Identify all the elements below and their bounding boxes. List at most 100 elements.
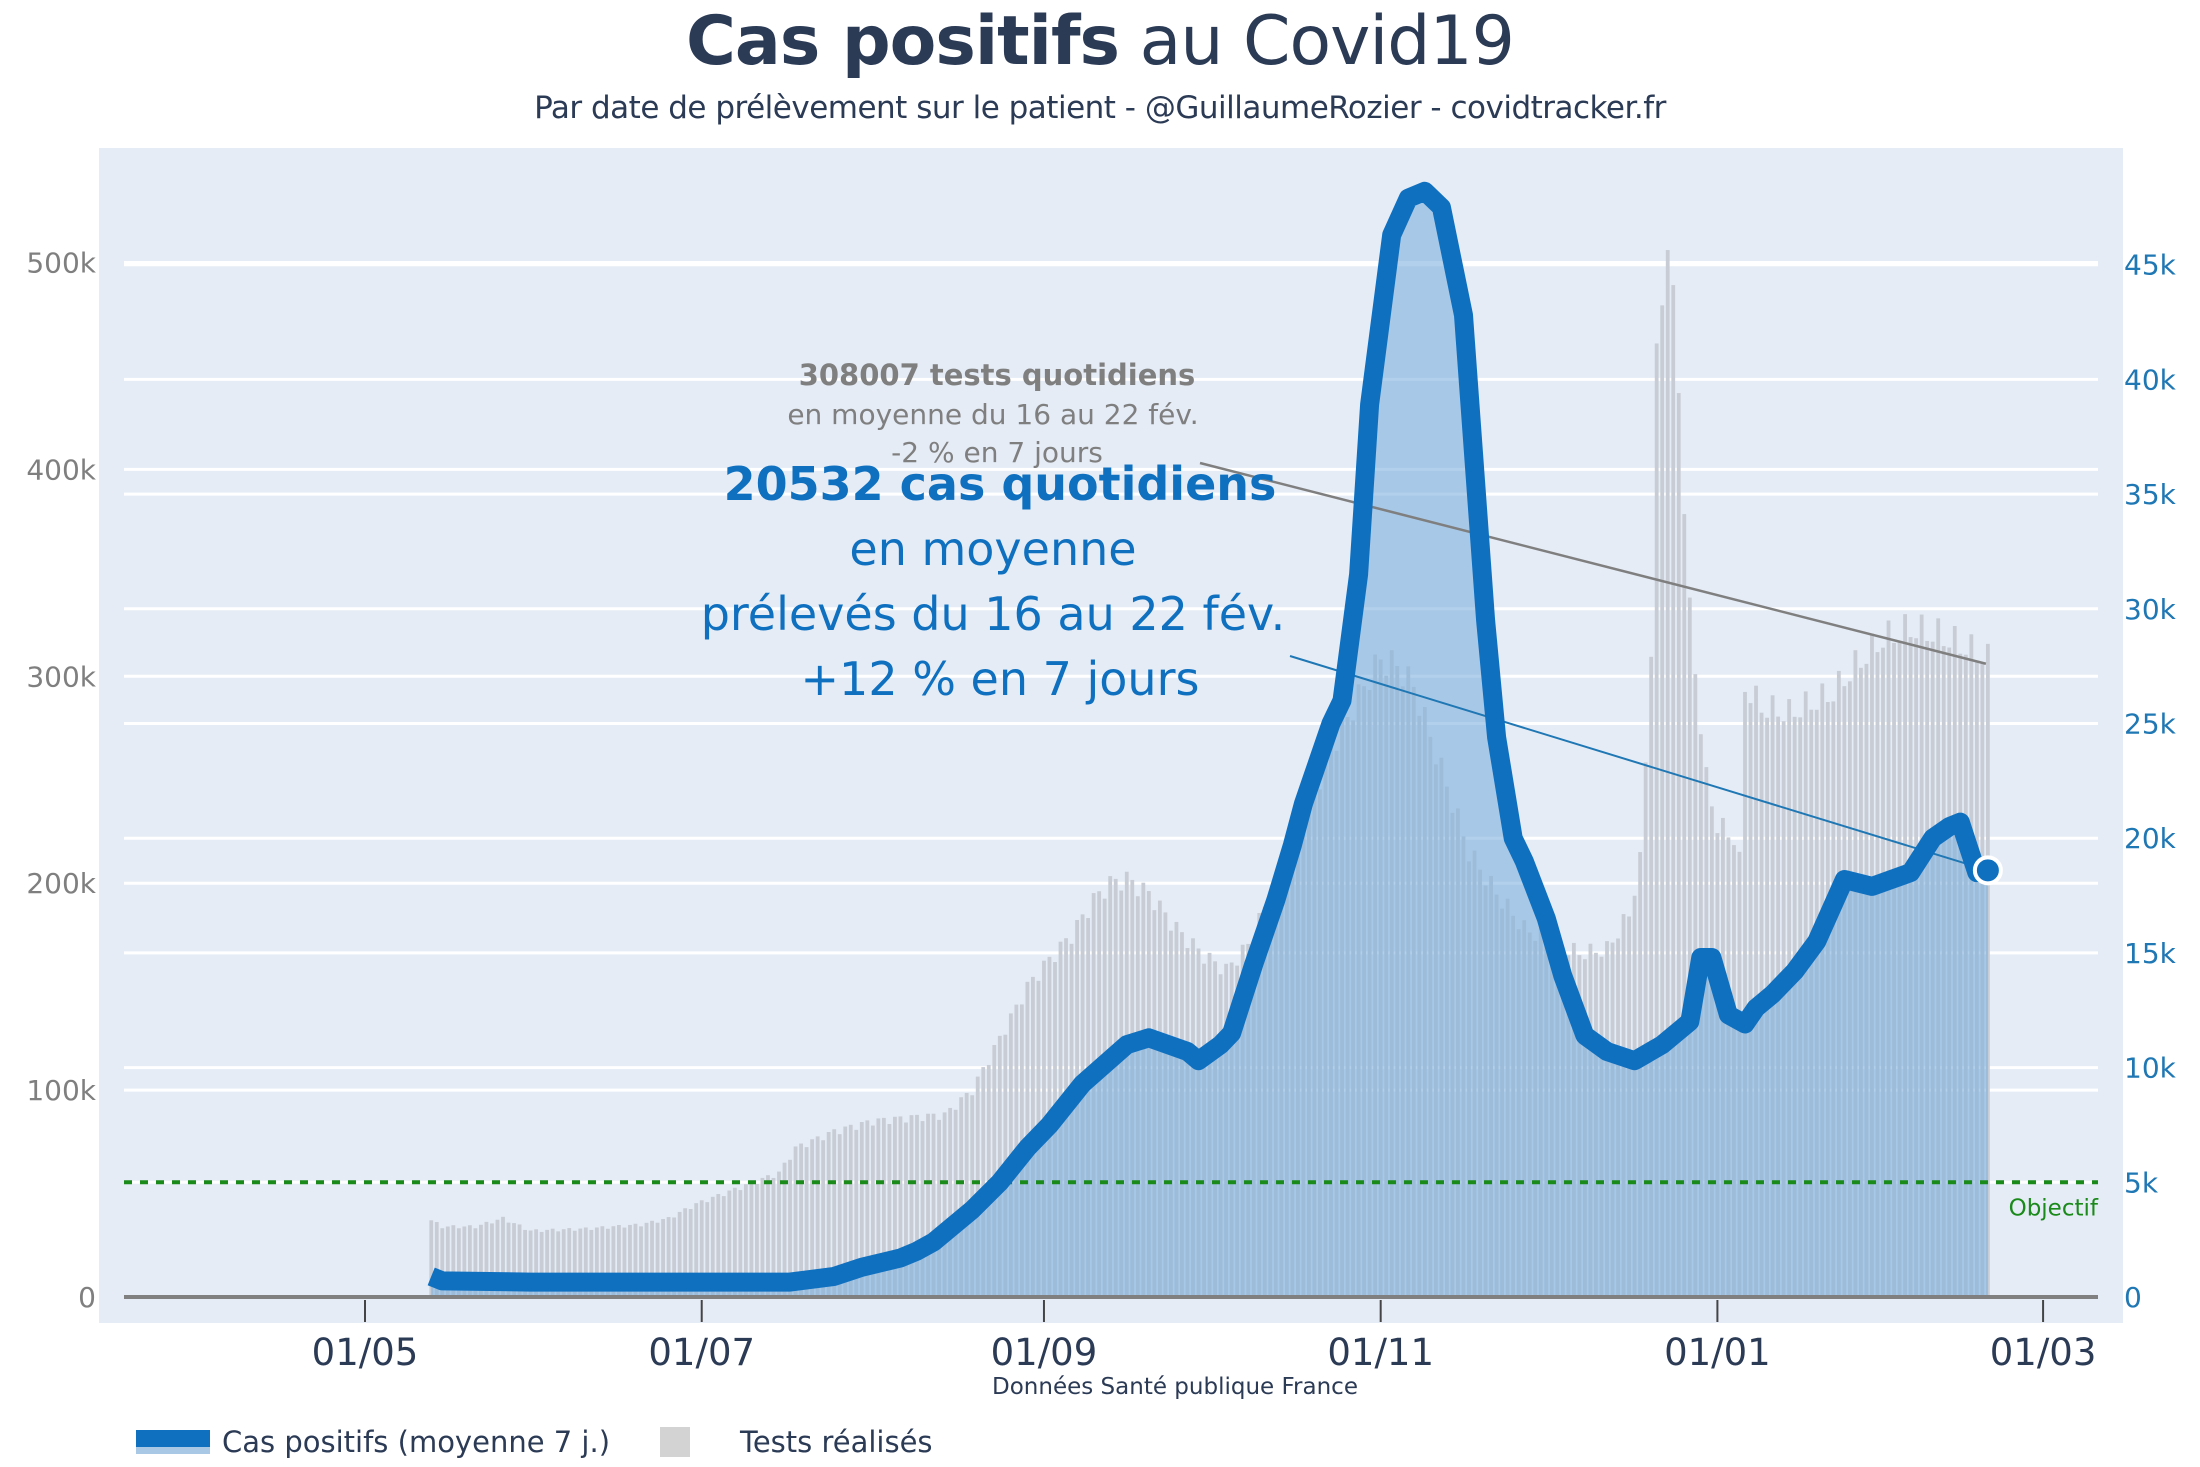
y-right-tick-label: 10k <box>2124 1052 2177 1085</box>
tests-bar <box>473 1228 478 1297</box>
y-axis-left: 0 100k 200k 300k 400k 500k <box>26 247 96 1315</box>
y-right-tick-label: 20k <box>2124 822 2177 855</box>
tests-bar <box>859 1122 864 1297</box>
tests-bar <box>572 1230 577 1297</box>
y-right-tick-label: 25k <box>2124 708 2177 741</box>
legend-cases-swatch[interactable] <box>136 1430 210 1454</box>
chart-subtitle: Par date de prélèvement sur le patient -… <box>534 90 1666 126</box>
tests-bar <box>743 1184 748 1297</box>
tests-bar <box>578 1228 583 1297</box>
tests-bar <box>804 1147 809 1297</box>
tests-bar <box>975 1076 980 1297</box>
tests-bar <box>1671 285 1676 1297</box>
tests-bar <box>523 1229 527 1297</box>
tests-bar <box>1687 597 1692 1297</box>
tests-bar <box>1643 762 1648 1297</box>
tests-bar <box>1682 514 1687 1297</box>
cases-annotation-line1: 20532 cas quotidiens <box>724 457 1277 511</box>
tests-bar <box>655 1222 660 1297</box>
tests-bar <box>633 1223 638 1297</box>
tests-bar <box>683 1208 688 1297</box>
tests-bar <box>512 1223 516 1297</box>
x-tick-label: 01/01 <box>1664 1331 1771 1374</box>
tests-bar <box>771 1177 776 1297</box>
tests-bar <box>788 1159 792 1297</box>
tests-bar <box>456 1228 461 1297</box>
tests-bar <box>462 1226 467 1297</box>
tests-bar <box>484 1221 489 1297</box>
tests-bar <box>887 1124 892 1297</box>
tests-bar <box>605 1228 610 1297</box>
tests-bar <box>1660 305 1665 1297</box>
y-right-tick-label: 40k <box>2124 363 2177 396</box>
tests-bar <box>672 1217 677 1297</box>
tests-annotation-line2: en moyenne du 16 au 22 fév. <box>787 398 1198 431</box>
tests-bar <box>915 1114 919 1297</box>
chart-title: Cas positifs au Covid19 <box>0 0 2200 84</box>
legend-tests-label[interactable]: Tests réalisés <box>740 1425 933 1459</box>
cases-annotation-line4: +12 % en 7 jours <box>801 652 1200 706</box>
cases-area <box>431 191 1988 1297</box>
last-point-marker[interactable] <box>1972 855 2003 886</box>
tests-bar <box>727 1190 732 1297</box>
y-right-tick-label: 45k <box>2124 249 2177 282</box>
tests-bar <box>793 1146 798 1297</box>
tests-bar <box>699 1200 704 1297</box>
tests-bar <box>445 1226 450 1297</box>
tests-bar <box>490 1223 494 1297</box>
x-tick-label: 01/05 <box>312 1331 419 1374</box>
tests-bar <box>556 1231 561 1297</box>
x-tick-label: 01/07 <box>648 1331 755 1374</box>
tests-bar <box>898 1116 903 1297</box>
tests-bar <box>429 1220 434 1297</box>
x-tick-label: 01/09 <box>991 1331 1098 1374</box>
tests-annotation-pointer <box>1199 461 1987 665</box>
tests-bar <box>705 1202 710 1297</box>
tests-bar <box>837 1134 842 1297</box>
tests-bar <box>451 1225 456 1297</box>
y-right-tick-label: 0 <box>2124 1281 2142 1314</box>
x-tick-label: 01/11 <box>1327 1331 1434 1374</box>
tests-bar <box>738 1190 743 1297</box>
tests-bar <box>909 1115 914 1297</box>
tests-annotation-line1: 308007 tests quotidiens <box>799 358 1196 392</box>
tests-bar <box>732 1187 737 1297</box>
tests-bar <box>661 1219 665 1297</box>
tests-bar <box>992 1045 997 1297</box>
legend-cases-label[interactable]: Cas positifs (moyenne 7 j.) <box>222 1425 611 1459</box>
y-right-tick-label: 15k <box>2124 937 2177 970</box>
tests-bar <box>467 1225 472 1297</box>
tests-bar <box>677 1211 682 1297</box>
y-left-tick-label: 100k <box>26 1074 96 1107</box>
tests-bar <box>628 1224 632 1297</box>
x-tick-label: 01/03 <box>1990 1331 2097 1374</box>
y-right-tick-label: 35k <box>2124 478 2177 511</box>
tests-bar <box>876 1118 881 1297</box>
tests-bar <box>848 1124 853 1297</box>
cases-annotation-line2: en moyenne <box>849 522 1136 576</box>
tests-bar <box>666 1217 671 1297</box>
tests-bar <box>716 1194 721 1297</box>
y-left-tick-label: 0 <box>78 1281 96 1314</box>
tests-bar <box>810 1139 815 1297</box>
tests-bar <box>1665 250 1670 1297</box>
tests-bar <box>550 1228 555 1297</box>
tests-bar <box>567 1228 572 1297</box>
tests-bar <box>821 1140 826 1297</box>
tests-annotation: 308007 tests quotidiens en moyenne du 16… <box>787 358 1198 469</box>
tests-bar <box>843 1126 848 1297</box>
cases-annotation-pointer <box>1289 655 1989 872</box>
legend-tests-swatch[interactable] <box>660 1427 691 1457</box>
tests-bar <box>1654 343 1659 1297</box>
tests-bar <box>650 1220 654 1297</box>
tests-bar <box>710 1196 715 1297</box>
tests-bar <box>589 1229 594 1297</box>
tests-bar <box>1649 656 1654 1297</box>
tests-bar <box>931 1113 936 1297</box>
tests-bar <box>970 1095 975 1297</box>
tests-bar <box>644 1222 649 1297</box>
tests-bar <box>749 1181 754 1297</box>
tests-annotation-line3: -2 % en 7 jours <box>891 436 1103 469</box>
tests-bar <box>942 1112 947 1297</box>
